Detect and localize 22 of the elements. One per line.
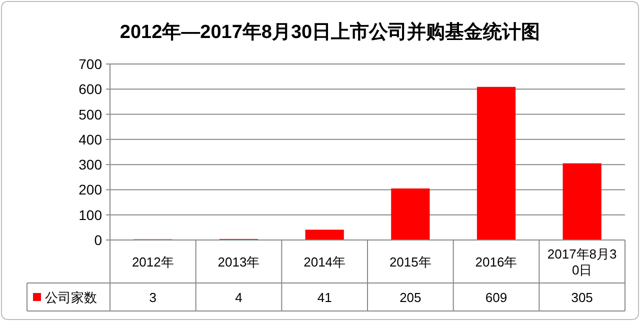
x-tick-label: 2013年 [218, 254, 260, 270]
data-label: 609 [485, 290, 508, 305]
x-tick-label: 2014年 [304, 254, 346, 270]
y-tick-label: 200 [78, 182, 102, 198]
y-tick-label: 500 [78, 106, 102, 122]
data-label: 3 [149, 290, 157, 305]
legend-label: 公司家数 [45, 290, 97, 305]
data-label: 4 [235, 290, 242, 305]
y-tick-label: 600 [78, 81, 102, 98]
y-tick-label: 300 [78, 156, 102, 173]
x-tick-label: 2017年8月30日 [547, 246, 617, 278]
y-tick-label: 400 [78, 131, 102, 148]
chart-title: 2012年—2017年8月30日上市公司并购基金统计图 [120, 21, 540, 43]
x-tick-label: 2012年 [132, 254, 174, 270]
y-tick-label: 700 [78, 56, 102, 72]
data-label: 41 [317, 290, 332, 305]
x-tick-label: 2015年 [389, 254, 432, 270]
x-tick-label: 2016年 [475, 254, 518, 270]
data-label: 305 [571, 290, 593, 305]
y-tick-label: 0 [94, 232, 102, 248]
y-tick-label: 100 [78, 206, 102, 223]
data-label: 205 [400, 290, 422, 305]
